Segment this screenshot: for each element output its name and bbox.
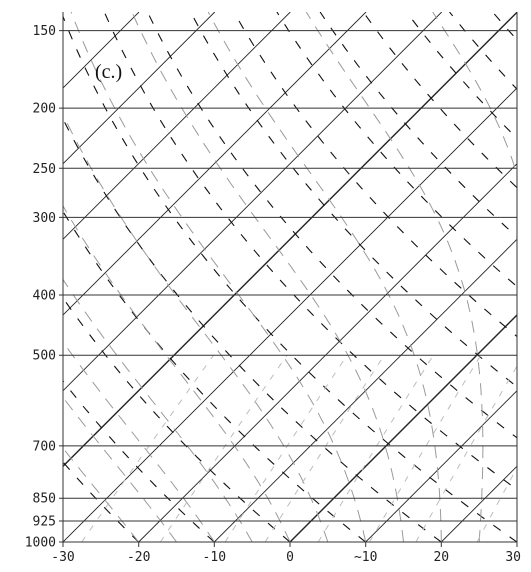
isotherm-line-7 <box>63 12 367 316</box>
y-tick-label-925: 925 <box>33 515 56 530</box>
axis-lines <box>62 12 518 547</box>
isotherm-line-4 <box>63 12 140 89</box>
moist-adiabat-line-1 <box>63 396 177 542</box>
y-tick-label-300: 300 <box>33 211 56 226</box>
x-tick-label-4: ~10 <box>354 550 377 565</box>
x-tick-label-1: -20 <box>127 550 150 565</box>
y-tick-label-200: 200 <box>33 102 56 117</box>
dry-adiabat-line-15 <box>449 12 517 91</box>
dry-adiabat-line-4 <box>63 210 367 542</box>
mixing-ratio-line-2 <box>224 354 348 542</box>
dry-adiabat-line-0 <box>63 541 64 542</box>
isotherm-line-14 <box>365 390 517 542</box>
dry-adiabat-line-14 <box>405 12 517 140</box>
mixing-ratio-line-7 <box>476 466 517 542</box>
moist-adiabat-line-10 <box>432 12 517 542</box>
mixing-ratio-line-0 <box>81 354 215 542</box>
x-tick-label-5: 20 <box>433 550 449 565</box>
isotherm-line-15 <box>440 465 517 542</box>
y-tick-label-150: 150 <box>33 24 56 39</box>
isotherm-line-11 <box>138 163 517 542</box>
moist-adiabat-line-6 <box>70 12 367 542</box>
y-tick-label-1000: 1000 <box>25 536 56 551</box>
isotherm-line-12 <box>213 238 517 542</box>
dry-adiabat-line-5 <box>63 117 442 542</box>
moist-adiabat-line-0 <box>63 447 140 542</box>
moist-adiabat-line-5 <box>63 113 329 542</box>
dry-adiabat-line-6 <box>63 15 517 542</box>
isotherm-line-10 <box>63 87 517 542</box>
mixing-ratio-line-4 <box>317 354 434 542</box>
y-tick-label-400: 400 <box>33 289 56 304</box>
isotherm-line-3 <box>63 12 64 13</box>
isotherm-line-8 <box>63 12 443 392</box>
moist-adiabat-line-8 <box>207 12 442 542</box>
dry-adiabat-line-2 <box>63 380 215 542</box>
dry-adiabat-line-7 <box>103 12 517 491</box>
y-tick-label-250: 250 <box>33 162 56 177</box>
moist-adiabat-line-2 <box>63 341 215 542</box>
y-tick-label-500: 500 <box>33 349 56 364</box>
diagram-grid <box>63 12 517 542</box>
mixing-ratio-line-6 <box>415 365 517 542</box>
isotherm-line-16 <box>516 541 517 542</box>
dry-adiabat-line-9 <box>190 12 517 388</box>
moist-adiabat-line-7 <box>131 12 404 542</box>
y-tick-label-850: 850 <box>33 492 56 507</box>
dry-adiabat-line-1 <box>63 461 140 542</box>
isotherm-line-9 <box>63 12 517 468</box>
dry-adiabat-line-16 <box>492 12 517 41</box>
isobar-lines <box>59 30 517 543</box>
x-tick-label-2: -10 <box>203 550 226 565</box>
y-tick-label-700: 700 <box>33 439 56 454</box>
x-tick-label-0: -30 <box>51 550 74 565</box>
mixing-ratio-line-5 <box>369 354 482 542</box>
dry-adiabat-line-11 <box>276 12 517 288</box>
moist-adiabat-line-9 <box>305 12 484 542</box>
moist-adiabat-line-4 <box>63 205 291 542</box>
x-tick-label-6: 30 <box>505 550 521 565</box>
dry-adiabat-line-13 <box>362 12 517 189</box>
isotherm-line-6 <box>63 12 291 240</box>
panel-label: (c.) <box>95 61 122 83</box>
dry-adiabat-line-12 <box>319 12 517 238</box>
dry-adiabat-line-3 <box>63 296 291 542</box>
mixing-ratio-line-3 <box>264 354 385 542</box>
isotherm-line-13 <box>289 314 517 542</box>
x-tick-label-3: 0 <box>286 550 294 565</box>
mixing-ratio-line-1 <box>159 354 288 542</box>
dry-adiabat-line-10 <box>233 12 517 338</box>
dry-adiabat-line-8 <box>147 12 517 439</box>
moist-adiabat-line-3 <box>63 278 253 542</box>
isotherm-line-5 <box>63 12 216 165</box>
